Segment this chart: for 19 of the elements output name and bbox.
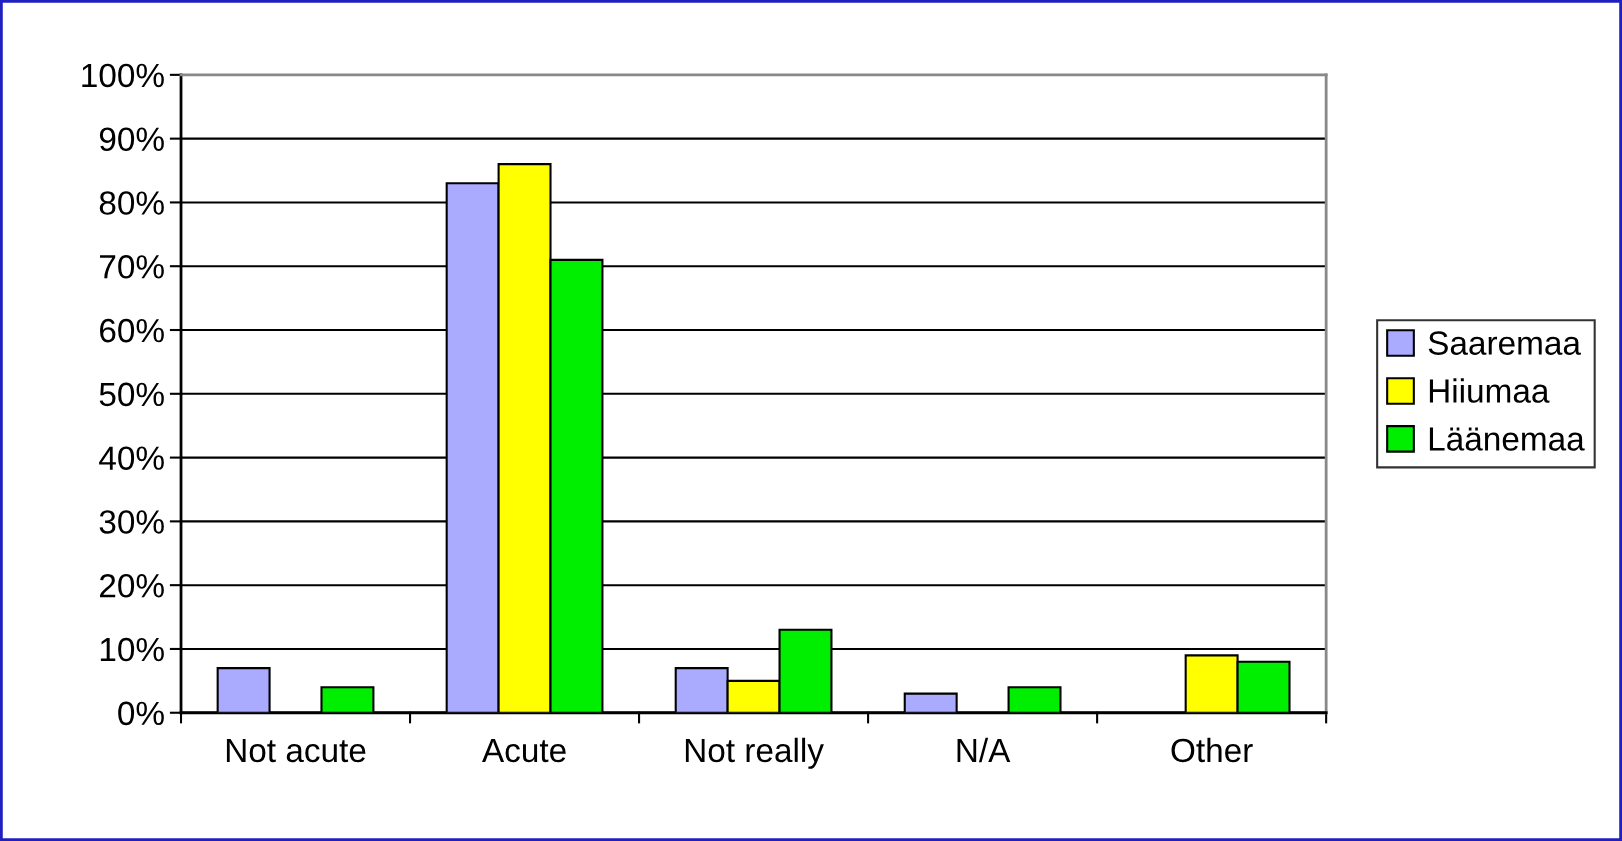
- y-tick-label: 100%: [82, 63, 164, 88]
- y-tick-label: 70%: [100, 255, 164, 279]
- y-tick-label: 20%: [100, 573, 164, 598]
- x-tick-label: Not really: [685, 737, 824, 769]
- y-tick-label: 80%: [99, 191, 164, 215]
- x-tick-label: Not acute: [226, 738, 366, 763]
- y-tick-label: 50%: [99, 382, 164, 407]
- x-tick-label: Acute: [482, 738, 566, 763]
- legend-label: Hiiumaa: [1429, 378, 1550, 403]
- x-tick-label: N/A: [957, 737, 1011, 763]
- y-tick-label: 40%: [99, 446, 164, 470]
- y-tick-label: 0%: [118, 701, 164, 726]
- legend-label: Läänemaa: [1429, 427, 1585, 451]
- y-tick-label: 10%: [100, 637, 164, 662]
- y-tick-label: 90%: [99, 127, 164, 152]
- y-tick-label: 30%: [99, 510, 164, 534]
- y-tick-label: 60%: [100, 318, 164, 343]
- legend-label: Saaremaa: [1428, 331, 1581, 355]
- x-tick-label: Other: [1171, 737, 1253, 763]
